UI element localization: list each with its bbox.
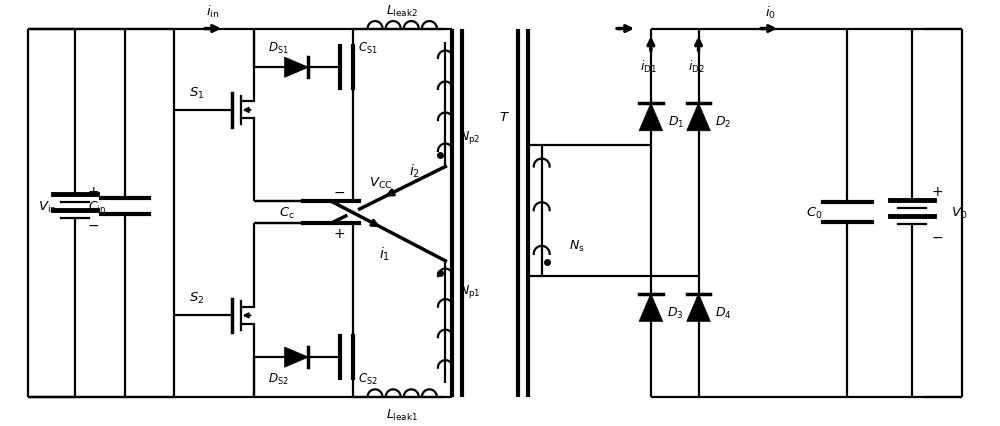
Text: $+$: $+$ [333,227,345,240]
Polygon shape [285,58,308,78]
Text: $D_1$: $D_1$ [668,115,684,130]
Text: $+$: $+$ [87,185,99,199]
Text: $V_{\rm CC}$: $V_{\rm CC}$ [369,176,393,190]
Text: $N_{\rm s}$: $N_{\rm s}$ [569,239,584,254]
Text: $D_2$: $D_2$ [715,115,731,130]
Text: $D_4$: $D_4$ [715,305,732,320]
Polygon shape [285,347,308,367]
Text: $C_{\rm in}$: $C_{\rm in}$ [88,199,106,214]
Polygon shape [687,294,710,322]
Polygon shape [687,104,710,132]
Text: $L_{\rm leak1}$: $L_{\rm leak1}$ [386,407,418,422]
Text: $i_2$: $i_2$ [409,162,420,179]
Text: $S_1$: $S_1$ [189,85,204,101]
Text: $V_{\rm in}$: $V_{\rm in}$ [38,199,57,214]
Text: $L_{\rm leak2}$: $L_{\rm leak2}$ [386,4,418,19]
Polygon shape [639,294,663,322]
Text: $D_{\rm S2}$: $D_{\rm S2}$ [268,371,289,386]
Text: $C_{\rm c}$: $C_{\rm c}$ [279,205,294,220]
Text: $i_0$: $i_0$ [765,5,775,20]
Text: $i_{\rm D2}$: $i_{\rm D2}$ [688,59,705,75]
Text: $-$: $-$ [333,185,345,199]
Text: $S_2$: $S_2$ [189,290,204,305]
Text: $i_{\rm D1}$: $i_{\rm D1}$ [640,59,657,75]
Text: $i_{\rm in}$: $i_{\rm in}$ [206,3,220,20]
Text: $+$: $+$ [931,185,943,199]
Text: $-$: $-$ [87,218,99,232]
Text: $N_{\rm p1}$: $N_{\rm p1}$ [459,282,481,299]
Polygon shape [639,104,663,132]
Text: $C_{\rm S1}$: $C_{\rm S1}$ [358,41,378,56]
Text: $i_1$: $i_1$ [379,245,390,262]
Text: $-$: $-$ [931,230,943,243]
Text: $D_3$: $D_3$ [667,305,684,320]
Text: $V_0$: $V_0$ [951,205,968,220]
Text: $N_{\rm p2}$: $N_{\rm p2}$ [459,129,481,146]
Text: $T$: $T$ [499,111,510,124]
Text: $D_{\rm S1}$: $D_{\rm S1}$ [268,41,289,56]
Text: $C_0$: $C_0$ [806,205,823,220]
Text: $C_{\rm S2}$: $C_{\rm S2}$ [358,371,378,386]
